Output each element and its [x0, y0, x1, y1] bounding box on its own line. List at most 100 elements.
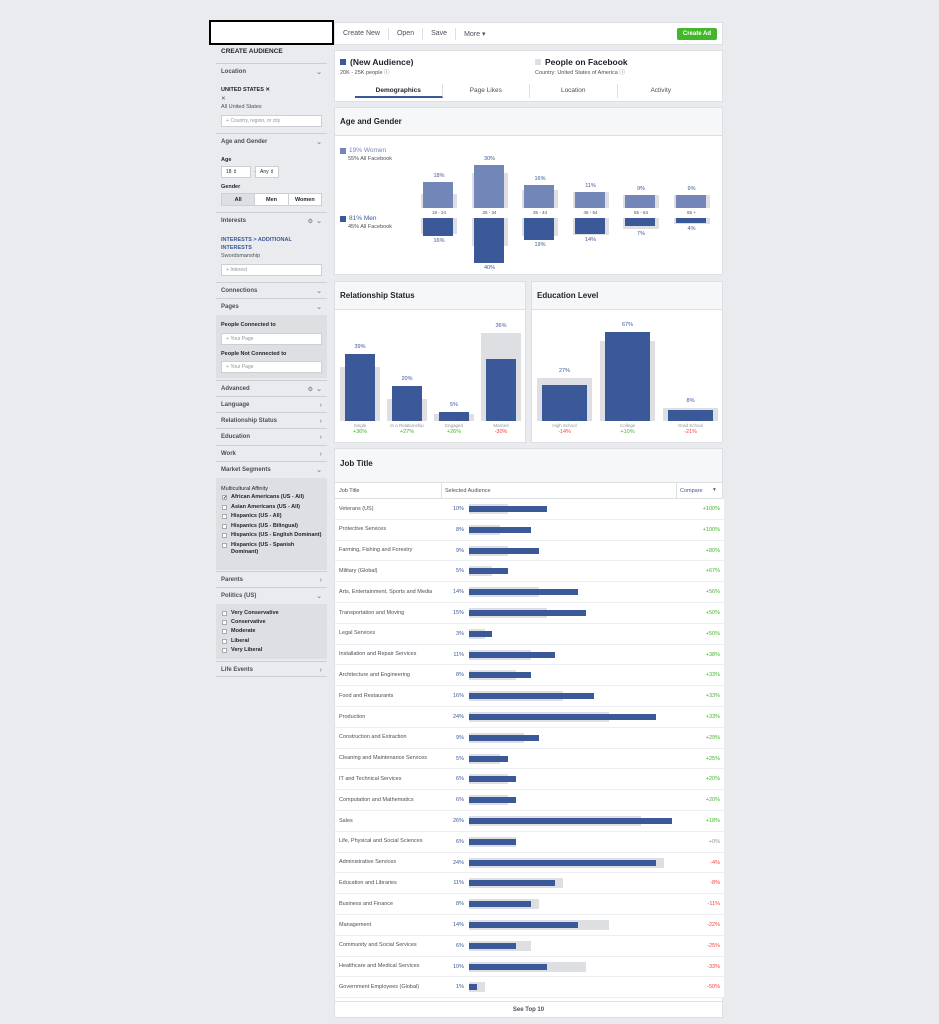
- interests-path[interactable]: INTERESTS > ADDITIONAL INTERESTS: [221, 237, 292, 251]
- table-row[interactable]: Arts, Entertainment, Sports and Media 14%…: [335, 582, 724, 603]
- table-row[interactable]: Healthcare and Medical Services 10% -33%: [335, 956, 724, 978]
- women-bar[interactable]: [524, 185, 554, 208]
- checkbox[interactable]: [222, 514, 227, 519]
- table-row[interactable]: Installation and Repair Services 11% +38%: [335, 644, 724, 666]
- gear-icon[interactable]: ⚙: [307, 386, 313, 393]
- section-politics[interactable]: Politics (US) ⌄: [216, 587, 327, 603]
- checkbox[interactable]: ✓: [222, 495, 228, 501]
- connected-page-input[interactable]: + Your Page: [221, 333, 322, 345]
- checkbox[interactable]: [222, 647, 227, 653]
- not-connected-page-input[interactable]: + Your Page: [221, 361, 322, 373]
- table-row[interactable]: Military (Global) 5% +67%: [335, 561, 724, 583]
- gender-men-button[interactable]: Men: [254, 194, 287, 205]
- men-bar[interactable]: [625, 218, 655, 226]
- section-advanced[interactable]: Advanced ⚙ ⌄: [216, 380, 327, 396]
- table-row[interactable]: Production 24% +33%: [335, 707, 724, 728]
- more-button[interactable]: More ▾: [464, 30, 486, 38]
- age-from-select[interactable]: 18 ⇕: [221, 166, 251, 178]
- section-location[interactable]: Location ⌄: [216, 63, 327, 79]
- checkbox[interactable]: [222, 504, 227, 510]
- section-connections[interactable]: Connections ⌄: [216, 282, 327, 298]
- gender-all-button[interactable]: All: [222, 194, 255, 205]
- info-icon[interactable]: ⓘ: [619, 70, 625, 76]
- audience-bar[interactable]: [605, 331, 650, 421]
- see-top-10-button[interactable]: See Top 10: [335, 1001, 722, 1018]
- table-row[interactable]: Protective Services 8% +100%: [335, 519, 724, 541]
- section-language[interactable]: Language ›: [216, 396, 327, 412]
- market-item[interactable]: Hispanics (US - Spanish Dominant): [222, 542, 322, 556]
- checkbox[interactable]: [222, 533, 227, 538]
- table-row[interactable]: Community and Social Services 6% -25%: [335, 935, 724, 957]
- close-icon[interactable]: ✕: [221, 96, 226, 102]
- create-new-button[interactable]: Create New: [335, 27, 389, 40]
- age-to-select[interactable]: Any ⇕: [255, 166, 279, 178]
- men-bar[interactable]: [473, 218, 504, 264]
- section-life-events[interactable]: Life Events ›: [216, 661, 327, 677]
- col-compare[interactable]: Compare: [680, 488, 703, 494]
- section-interests[interactable]: Interests ⚙ ⌄: [216, 212, 327, 228]
- table-row[interactable]: Architecture and Engineering 8% +33%: [335, 665, 724, 687]
- section-pages[interactable]: Pages ⌄: [216, 298, 327, 314]
- men-bar[interactable]: [675, 218, 706, 223]
- table-row[interactable]: Farming, Fishing and Forestry 9% +80%: [335, 540, 724, 562]
- men-bar[interactable]: [524, 218, 554, 240]
- checkbox[interactable]: [222, 629, 227, 635]
- men-bar[interactable]: [423, 218, 453, 237]
- gender-women-button[interactable]: Women: [287, 194, 321, 205]
- open-button[interactable]: Open: [389, 27, 424, 40]
- section-parents[interactable]: Parents ›: [216, 571, 327, 587]
- section-work[interactable]: Work ›: [216, 445, 327, 461]
- section-education[interactable]: Education ›: [216, 428, 327, 444]
- table-row[interactable]: Legal Services 3% +50%: [335, 623, 724, 645]
- politics-item[interactable]: Very Conservative: [222, 610, 322, 617]
- audience-bar[interactable]: [542, 385, 587, 421]
- audience-bar[interactable]: [668, 410, 713, 421]
- table-row[interactable]: Management 14% -22%: [335, 915, 724, 936]
- table-row[interactable]: Sales 26% +18%: [335, 811, 724, 832]
- save-button[interactable]: Save: [423, 27, 457, 40]
- table-row[interactable]: Veterans (US) 10% +100%: [335, 499, 724, 520]
- women-bar[interactable]: [473, 165, 504, 208]
- women-bar[interactable]: [625, 195, 655, 208]
- table-row[interactable]: Education and Libraries 11% -8%: [335, 873, 724, 895]
- women-bar[interactable]: [423, 182, 453, 208]
- table-row[interactable]: Cleaning and Maintenance Services 5% +25%: [335, 748, 724, 770]
- tab-activity[interactable]: Activity: [650, 87, 672, 94]
- audience-bar[interactable]: [439, 412, 469, 421]
- market-item[interactable]: Asian Americans (US - All): [222, 504, 322, 511]
- table-row[interactable]: Life, Physical and Social Sciences 6% +0%: [335, 831, 724, 853]
- checkbox[interactable]: [222, 542, 227, 548]
- table-row[interactable]: Administrative Services 24% -4%: [335, 852, 724, 874]
- checkbox[interactable]: [222, 638, 227, 644]
- market-item[interactable]: Hispanics (US - Bilingual): [222, 523, 322, 530]
- audience-bar[interactable]: [392, 386, 422, 421]
- info-icon[interactable]: ⓘ: [384, 70, 390, 76]
- close-icon[interactable]: ✕: [265, 87, 271, 93]
- create-ad-button[interactable]: Create Ad: [676, 28, 717, 40]
- location-input[interactable]: + Country, region, or city: [221, 115, 322, 127]
- checkbox[interactable]: [222, 620, 227, 626]
- table-row[interactable]: Business and Finance 8% -11%: [335, 894, 724, 915]
- section-relationship[interactable]: Relationship Status ›: [216, 412, 327, 428]
- tab-demographics[interactable]: Demographics: [355, 84, 443, 98]
- men-bar[interactable]: [574, 218, 605, 234]
- interest-input[interactable]: + Interest: [221, 264, 322, 276]
- market-item[interactable]: Hispanics (US - English Dominant): [222, 532, 322, 539]
- table-row[interactable]: Construction and Extraction 9% +29%: [335, 727, 724, 749]
- checkbox[interactable]: [222, 523, 227, 529]
- women-bar[interactable]: [675, 195, 706, 208]
- table-row[interactable]: Government Employees (Global) 1% -50%: [335, 977, 724, 999]
- section-market-segments[interactable]: Market Segments ⌄: [216, 461, 327, 477]
- table-row[interactable]: Transportation and Moving 15% +50%: [335, 603, 724, 624]
- women-bar[interactable]: [574, 192, 605, 208]
- audience-bar[interactable]: [486, 358, 516, 421]
- politics-item[interactable]: Very Liberal: [222, 647, 322, 654]
- politics-item[interactable]: Moderate: [222, 628, 322, 635]
- table-row[interactable]: Food and Restaurants 16% +33%: [335, 686, 724, 707]
- table-row[interactable]: Computation and Mathematics 6% +20%: [335, 790, 724, 811]
- tab-page-likes[interactable]: Page Likes: [443, 84, 530, 98]
- market-item[interactable]: ✓ African Americans (US - All): [222, 494, 322, 501]
- tab-location[interactable]: Location: [530, 84, 618, 98]
- section-age-gender[interactable]: Age and Gender ⌄: [216, 133, 327, 149]
- gear-icon[interactable]: ⚙: [307, 218, 313, 225]
